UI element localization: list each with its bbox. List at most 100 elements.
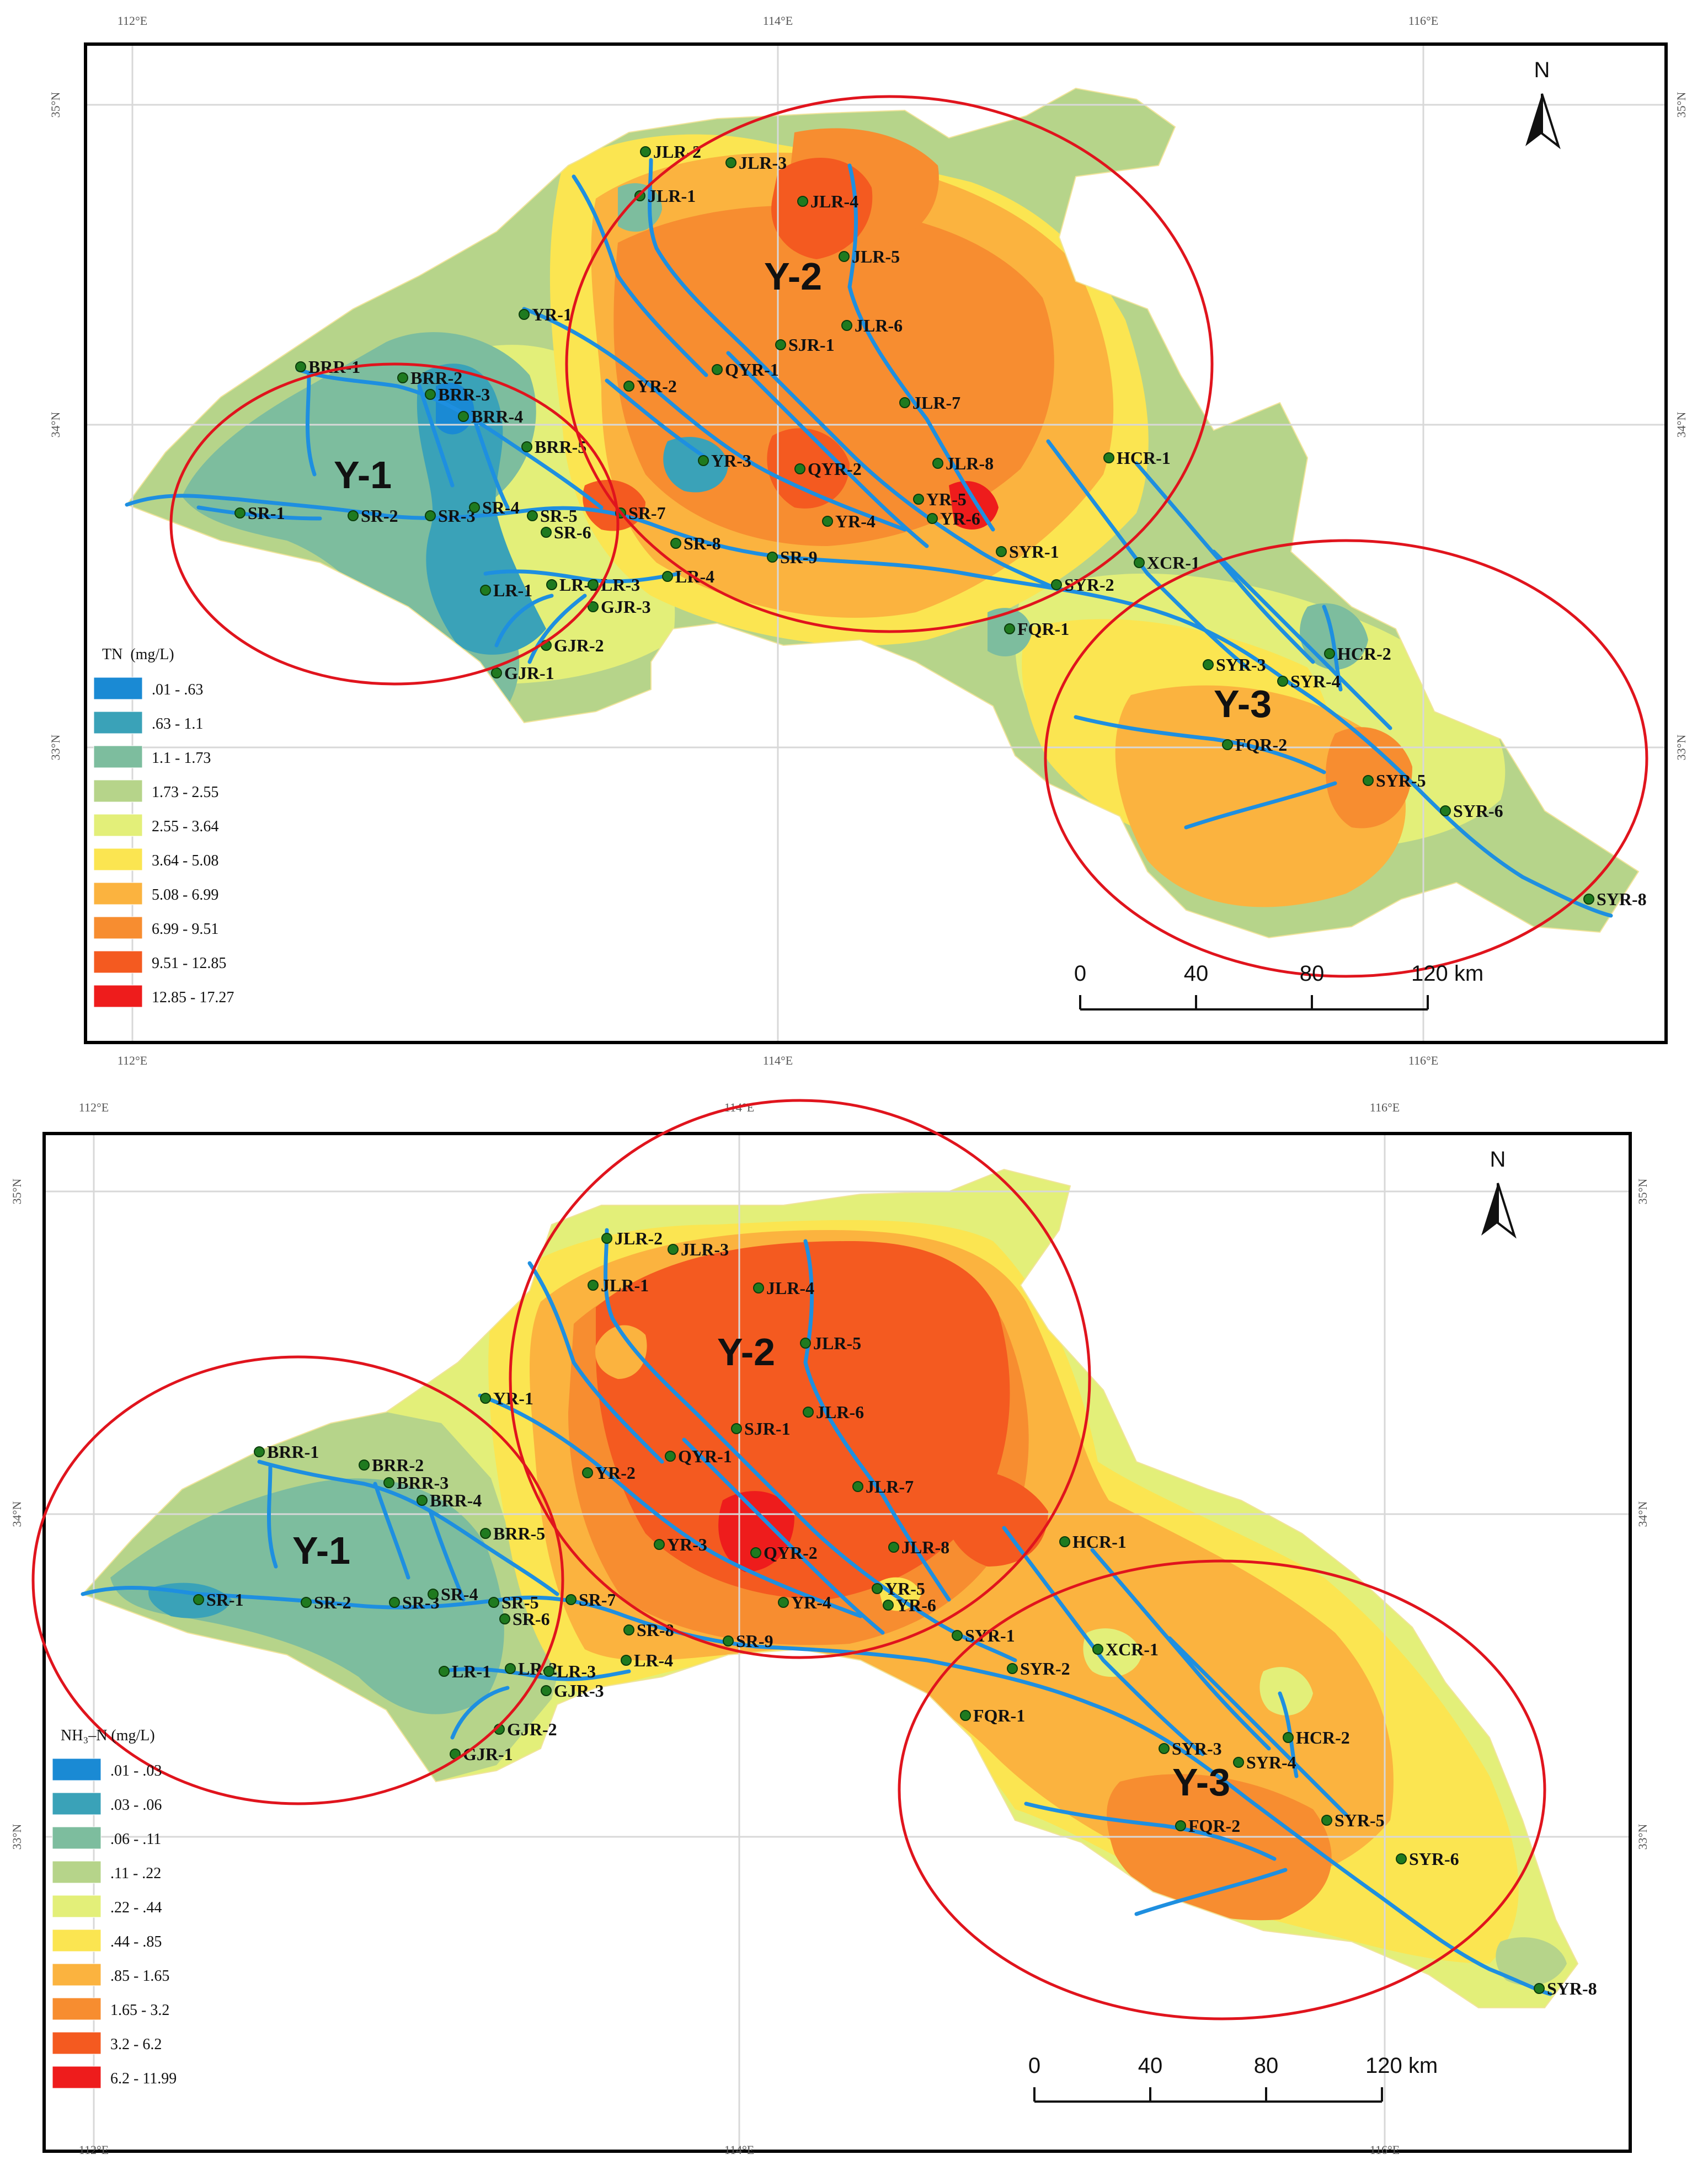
sampling-site-marker xyxy=(491,667,502,678)
sampling-site-label: YR-1 xyxy=(493,1388,533,1408)
sampling-site-label: QYR-2 xyxy=(764,1543,818,1563)
sampling-site-marker xyxy=(546,579,557,590)
river xyxy=(257,1460,559,1596)
sampling-site-label: YR-2 xyxy=(637,376,677,396)
river xyxy=(373,1482,410,1580)
legend-class-label: 1.65 - 3.2 xyxy=(110,2002,169,2019)
river xyxy=(1002,1526,1205,1756)
sampling-site-marker xyxy=(803,1407,814,1418)
sampling-site-marker xyxy=(1583,894,1594,905)
legend-title: NH₃–N (mg/L) xyxy=(61,1727,155,1744)
river xyxy=(1074,715,1326,774)
sampling-site-marker xyxy=(731,1423,742,1434)
sampling-site-label: SYR-3 xyxy=(1216,655,1266,675)
north-arrow-shape xyxy=(1525,94,1542,146)
latitude-label: 33°N xyxy=(1674,735,1688,761)
north-label: N xyxy=(1534,58,1550,82)
river xyxy=(726,351,929,548)
longitude-label: 116°E xyxy=(1408,14,1438,28)
region-ellipse xyxy=(31,1355,564,1805)
sampling-site-marker xyxy=(480,585,491,596)
map-panel-tn: 112°E 114°E 116°E 112°E 114°E 116°E 35°N 34°N 33… xyxy=(49,14,1688,1067)
sampling-site-marker xyxy=(913,494,924,505)
sampling-site-marker xyxy=(723,1635,734,1647)
region-ellipse xyxy=(509,1099,1091,1659)
sampling-site-marker xyxy=(654,1539,665,1550)
scale-bar-label: 0 xyxy=(1074,961,1086,986)
sampling-site-label: SYR-4 xyxy=(1290,671,1341,691)
sampling-site-marker xyxy=(428,1589,439,1600)
river xyxy=(604,1228,1017,1662)
river xyxy=(483,569,681,584)
sampling-site-label: QYR-1 xyxy=(678,1446,732,1466)
sampling-site-label: QYR-1 xyxy=(725,360,779,379)
legend-swatch xyxy=(52,1997,102,2020)
sampling-site-marker xyxy=(775,339,786,350)
river xyxy=(1322,605,1343,692)
river xyxy=(196,505,322,521)
sampling-site-label: JLR-5 xyxy=(813,1333,861,1353)
sampling-site-label: HCR-2 xyxy=(1337,644,1391,664)
sampling-site-label: YR-6 xyxy=(940,509,980,528)
legend-class-label: 3.64 - 5.08 xyxy=(152,852,218,869)
sampling-site-marker xyxy=(623,1624,634,1635)
sampling-site-marker xyxy=(480,1528,491,1539)
latitude-label: 35°N xyxy=(10,1179,24,1205)
scale-bar-label: 0 xyxy=(1028,2054,1040,2078)
sampling-site-marker xyxy=(841,320,852,331)
scale-bar-label: 120 km xyxy=(1365,2054,1438,2078)
sampling-site-marker xyxy=(588,579,599,590)
sampling-site-label: YR-6 xyxy=(896,1595,936,1615)
sampling-site-label: SYR-5 xyxy=(1376,771,1426,790)
concentration-surface xyxy=(83,1169,1578,2008)
sampling-site-marker xyxy=(1321,1815,1332,1826)
north-arrow: N xyxy=(1481,1147,1517,1239)
latitude-label: 34°N xyxy=(1636,1501,1650,1527)
sampling-site-label: SYR-8 xyxy=(1547,1979,1597,1998)
legend-swatch xyxy=(93,745,143,768)
sampling-site-marker xyxy=(295,361,306,372)
sampling-site-label: XCR-1 xyxy=(1147,553,1200,573)
sampling-site-label: XCR-1 xyxy=(1106,1639,1159,1659)
scale-bar-label: 40 xyxy=(1138,2054,1163,2078)
sampling-site-label: SR-8 xyxy=(637,1620,674,1640)
sampling-site-label: YR-3 xyxy=(667,1535,707,1554)
sampling-site-label: YR-1 xyxy=(532,304,572,324)
scale-bar-label: 120 km xyxy=(1411,961,1483,986)
sampling-site-label: SR-1 xyxy=(206,1590,244,1610)
north-arrow-shape xyxy=(1481,1183,1498,1236)
sampling-site-label: SR-3 xyxy=(438,506,476,526)
sampling-site-marker xyxy=(698,455,709,466)
region-label: Y-1 xyxy=(334,453,392,496)
sampling-site-label: GJR-2 xyxy=(507,1719,557,1739)
legend-class-label: 6.2 - 11.99 xyxy=(110,2070,177,2087)
legend-class-label: .63 - 1.1 xyxy=(152,715,203,733)
river xyxy=(1134,461,1315,664)
legend-class-label: .01 - .03 xyxy=(110,1762,162,1779)
sampling-site-marker xyxy=(888,1542,899,1553)
longitude-label: 112°E xyxy=(79,2143,109,2157)
north-label: N xyxy=(1490,1147,1506,1172)
region-label: Y-2 xyxy=(764,255,822,298)
sampling-site-label: SR-2 xyxy=(361,506,398,526)
sampling-site-label: SYR-6 xyxy=(1409,1849,1459,1869)
sampling-site-marker xyxy=(1222,739,1233,750)
sampling-site-label: BRR-2 xyxy=(410,368,462,388)
sampling-site-label: YR-4 xyxy=(791,1592,831,1612)
legend: NH₃–N (mg/L) .01 - .03 .03 - .06 .06 - .11.… xyxy=(52,1727,177,2089)
sampling-site-marker xyxy=(1175,1820,1186,1831)
sampling-site-label: GJR-3 xyxy=(601,597,651,617)
river xyxy=(803,1239,951,1602)
legend-swatch xyxy=(93,882,143,905)
latitude-label: 33°N xyxy=(1636,1824,1650,1850)
sampling-site-marker xyxy=(1440,805,1451,816)
sampling-site-label: GJR-1 xyxy=(463,1744,513,1764)
longitude-label: 114°E xyxy=(763,14,793,28)
sampling-site-label: JLR-8 xyxy=(901,1537,949,1557)
sampling-site-marker xyxy=(1324,648,1335,659)
legend-swatch xyxy=(93,916,143,939)
sampling-site-marker xyxy=(1203,659,1214,670)
sampling-site-label: JLR-3 xyxy=(739,153,787,173)
latitude-label: 34°N xyxy=(10,1501,24,1527)
sampling-site-marker xyxy=(665,1451,676,1462)
